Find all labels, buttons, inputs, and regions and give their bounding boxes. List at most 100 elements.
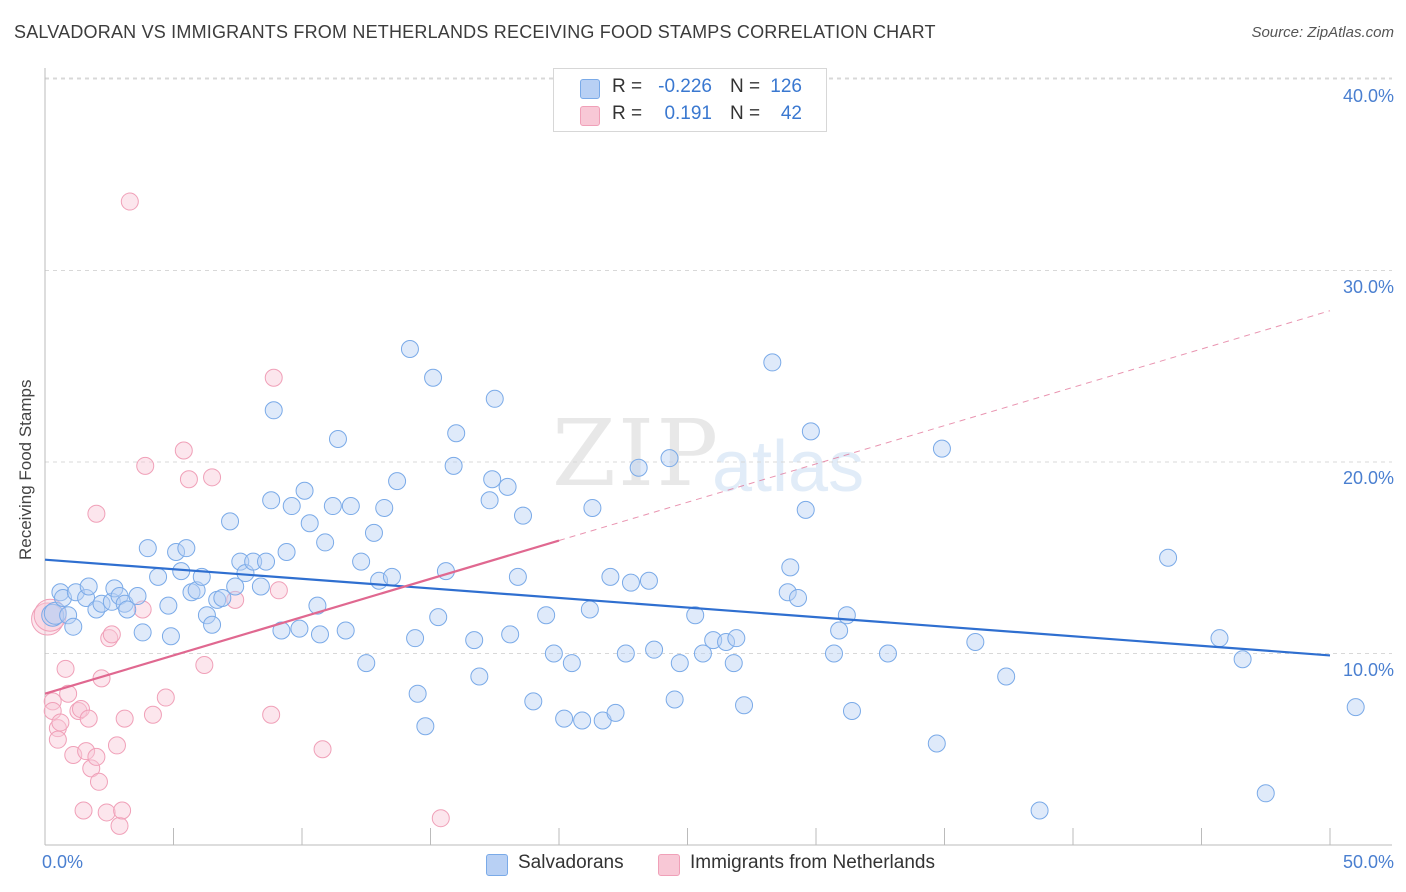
point-salvadoran	[295, 481, 314, 500]
point-netherlands	[262, 705, 281, 724]
point-salvadoran	[310, 625, 329, 644]
point-salvadoran	[282, 497, 301, 516]
point-salvadoran	[231, 552, 250, 571]
legend-n-value: 42	[780, 103, 802, 124]
point-netherlands	[269, 581, 288, 600]
point-salvadoran	[444, 456, 463, 475]
bottom-legend-label: Immigrants from Netherlands	[690, 852, 935, 873]
point-salvadoran	[927, 734, 946, 753]
point-salvadoran	[693, 644, 712, 663]
point-salvadoran	[1159, 548, 1178, 567]
point-salvadoran	[251, 577, 270, 596]
x-tick-label-50: 50.0%	[1342, 852, 1394, 872]
point-netherlands	[431, 809, 450, 828]
point-salvadoran	[1256, 784, 1275, 803]
point-salvadoran	[583, 498, 602, 517]
point-netherlands	[107, 736, 126, 755]
point-salvadoran	[562, 654, 581, 673]
point-netherlands	[79, 709, 98, 728]
trend-line-netherlands	[44, 539, 560, 695]
point-salvadoran	[789, 588, 808, 607]
point-salvadoran	[161, 627, 180, 646]
point-salvadoran	[323, 497, 342, 516]
point-salvadoran	[213, 588, 232, 607]
correlation-legend: R = -0.226 N = 126 R = 0.191 N = 42	[553, 68, 827, 132]
point-salvadoran	[262, 491, 281, 510]
point-salvadoran	[257, 552, 276, 571]
legend-r-value: 0.191	[664, 103, 712, 124]
point-netherlands	[113, 801, 132, 820]
point-salvadoran	[357, 654, 376, 673]
point-netherlands	[136, 456, 155, 475]
point-salvadoran	[665, 690, 684, 709]
point-salvadoran	[59, 606, 78, 625]
point-salvadoran	[932, 439, 951, 458]
point-salvadoran	[187, 581, 206, 600]
point-salvadoran	[465, 631, 484, 650]
y-tick-label-40: 40.0%	[1342, 86, 1394, 106]
point-salvadoran	[447, 424, 466, 443]
point-salvadoran	[606, 703, 625, 722]
point-salvadoran	[498, 477, 517, 496]
trend-line-salvadorans	[44, 558, 1331, 657]
bottom-legend-swatch-blue	[486, 854, 508, 876]
point-salvadoran	[796, 500, 815, 519]
point-salvadoran	[424, 368, 443, 387]
point-salvadoran	[717, 633, 736, 652]
point-salvadoran	[735, 696, 754, 715]
point-salvadoran	[400, 340, 419, 359]
point-salvadoran	[801, 422, 820, 441]
point-salvadoran	[966, 633, 985, 652]
point-salvadoran	[544, 644, 563, 663]
point-salvadoran	[1030, 801, 1049, 820]
trend-line-netherlands-extrapolated	[558, 310, 1331, 541]
point-salvadoran	[406, 629, 425, 648]
point-salvadoran	[501, 625, 520, 644]
bottom-legend-label: Salvadorans	[518, 852, 624, 873]
point-salvadoran	[670, 654, 689, 673]
point-netherlands	[87, 747, 106, 766]
point-salvadoran	[524, 692, 543, 711]
point-salvadoran	[79, 577, 98, 596]
point-salvadoran	[830, 621, 849, 640]
point-salvadoran	[837, 606, 856, 625]
point-salvadoran	[177, 539, 196, 558]
point-salvadoran	[244, 552, 263, 571]
point-salvadoran	[997, 667, 1016, 686]
point-netherlands	[195, 655, 214, 674]
point-salvadoran	[159, 596, 178, 615]
point-salvadoran	[375, 498, 394, 517]
point-salvadoran	[514, 506, 533, 525]
point-netherlands	[69, 701, 88, 720]
legend-n-label: N =	[730, 103, 761, 124]
source-label: Source: ZipAtlas.com	[1251, 24, 1394, 41]
point-netherlands	[264, 368, 283, 387]
bottom-legend-swatch-pink	[658, 854, 680, 876]
watermark-zip: ZIP	[552, 400, 721, 507]
point-salvadoran	[328, 430, 347, 449]
point-netherlands	[97, 803, 116, 822]
point-salvadoran	[352, 552, 371, 571]
point-salvadoran	[272, 621, 291, 640]
point-salvadoran	[87, 600, 106, 619]
watermark-atlas: atlas	[712, 427, 865, 507]
point-salvadoran	[763, 353, 782, 372]
x-tick-label-0: 0.0%	[42, 852, 84, 872]
point-salvadoran	[573, 711, 592, 730]
y-tick-label-20: 20.0%	[1342, 468, 1394, 488]
point-salvadoran	[621, 573, 640, 592]
point-salvadoran	[537, 606, 556, 625]
legend-n-value: 126	[770, 76, 802, 97]
point-salvadoran	[388, 472, 407, 491]
point-salvadoran	[341, 497, 360, 516]
point-netherlands	[74, 801, 93, 820]
legend-row-netherlands: R = 0.191 N = 42	[554, 100, 826, 128]
point-salvadoran	[660, 449, 679, 468]
point-salvadoran	[264, 401, 283, 420]
point-salvadoran	[290, 619, 309, 638]
point-netherlands	[203, 468, 222, 487]
point-netherlands	[120, 192, 139, 211]
point-netherlands	[156, 688, 175, 707]
point-salvadoran	[727, 629, 746, 648]
point-netherlands	[82, 759, 101, 778]
